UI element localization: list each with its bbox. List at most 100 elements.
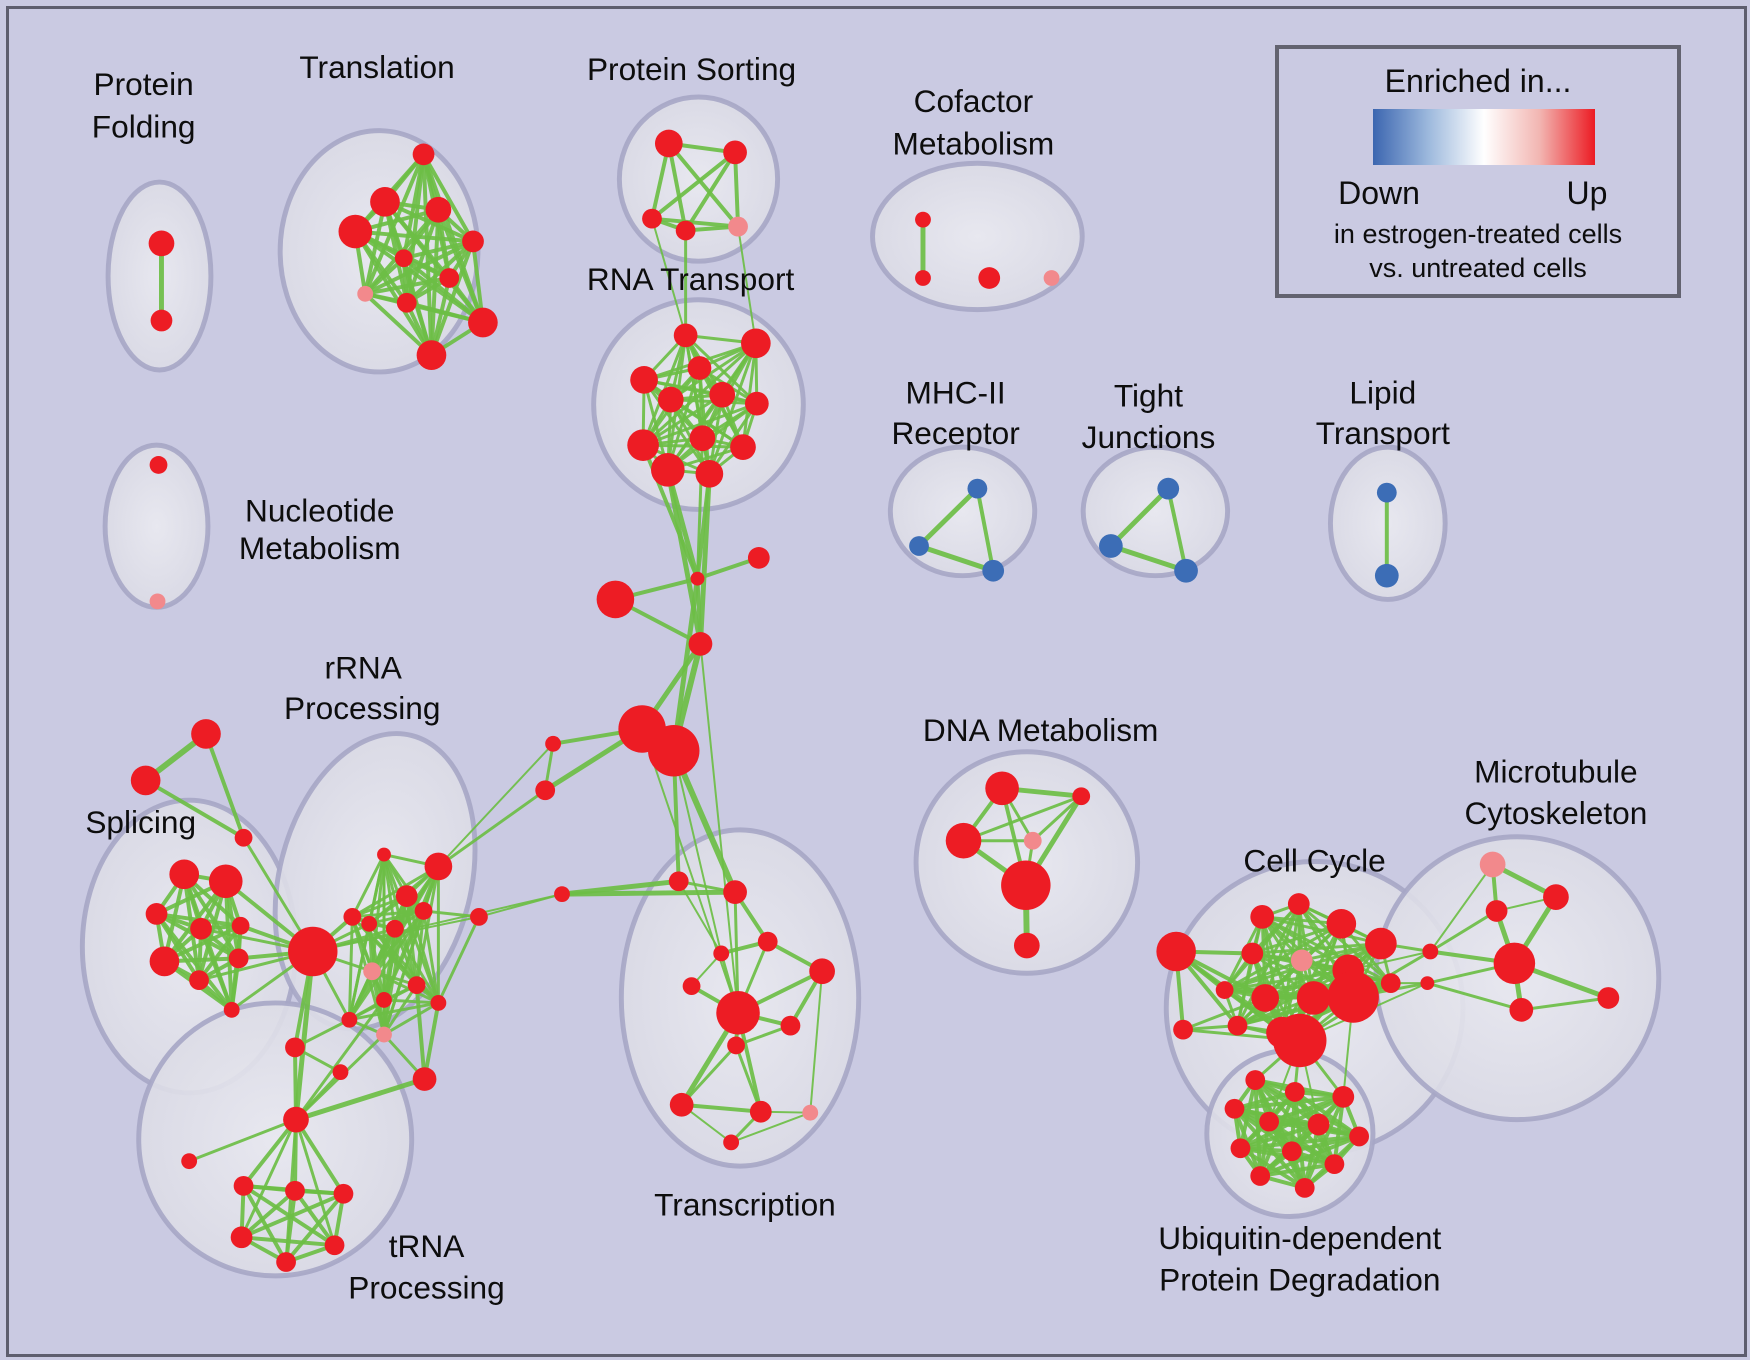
edge-tl2-tl9 — [436, 207, 485, 325]
cluster-protein-folding-label: Protein — [94, 66, 194, 102]
edge-r4-r8 — [415, 909, 426, 987]
node-mc0 — [1422, 943, 1439, 960]
node-cc10 — [1380, 973, 1401, 994]
node-d3 — [1023, 831, 1042, 850]
cluster-protein-folding-label: Folding — [92, 109, 196, 145]
edge-r13-r10 — [422, 1000, 441, 1082]
node-u2 — [1332, 1085, 1355, 1108]
node-d2 — [945, 822, 982, 859]
node-tl8 — [396, 292, 417, 313]
node-cc3 — [1365, 927, 1397, 960]
node-tc10 — [749, 1100, 772, 1123]
node-sp0 — [169, 859, 200, 890]
cluster-nucleotide-metabolism-label: Nucleotide — [245, 492, 394, 528]
node-r4 — [414, 902, 433, 920]
cluster-rna-transport-label: RNA Transport — [587, 261, 795, 297]
edge-d1-d3 — [1031, 794, 1083, 843]
node-cf3 — [1043, 270, 1060, 286]
edge-mc0-mt0 — [1429, 863, 1494, 953]
node-cf2 — [978, 267, 1001, 289]
edge-r5-r12 — [347, 922, 371, 1022]
node-cn2 — [596, 580, 635, 619]
edge-rt6-rt8 — [641, 402, 759, 447]
node-cc1 — [1287, 893, 1310, 915]
node-sp6 — [189, 970, 209, 991]
edge-r0-r1 — [350, 853, 386, 919]
edge-r2-r8 — [415, 864, 440, 987]
node-ps3 — [675, 220, 696, 241]
cluster-cofactor-metabolism-label: Cofactor — [914, 83, 1034, 119]
node-tcL — [554, 886, 570, 903]
edge-ps2-ps4 — [650, 216, 741, 229]
node-r3 — [395, 885, 418, 907]
edge-tl5-tl9 — [401, 256, 485, 325]
node-tl10 — [416, 340, 447, 370]
node-tc6 — [716, 991, 760, 1035]
node-tl9 — [468, 307, 498, 338]
cluster-transcription-label: Transcription — [654, 1187, 836, 1223]
network-svg: Protein Folding Translation Protein Sorting… — [79, 49, 1662, 1306]
edge-ps1-ps4 — [733, 150, 741, 229]
node-rt7 — [689, 425, 716, 452]
cluster-ubiquitin-degradation-label: Ubiquitin-dependent — [1158, 1220, 1441, 1256]
node-tc0 — [668, 871, 689, 892]
edge-r17-r2 — [436, 788, 547, 868]
node-st1 — [130, 765, 161, 796]
edge-ps1-ps3 — [683, 150, 738, 233]
node-r18 — [470, 907, 488, 926]
node-rt6 — [744, 391, 769, 416]
node-t3 — [230, 1226, 253, 1249]
node-cf1 — [915, 270, 931, 286]
node-d1 — [1072, 787, 1091, 806]
node-tj2 — [1174, 558, 1198, 583]
node-u1 — [1284, 1082, 1305, 1102]
edge-r13-th — [293, 1076, 428, 1123]
cluster-cofactor-metabolism-label: Metabolism — [893, 125, 1055, 161]
node-tc5 — [682, 977, 701, 996]
legend-subtitle-line2: vs. untreated cells — [1369, 253, 1587, 283]
edge-r6-r8 — [393, 927, 419, 987]
cluster-trna-processing-ellipse — [136, 1000, 415, 1279]
cluster-rrna-processing-label: Processing — [284, 690, 440, 726]
edge-r4-r11 — [382, 909, 426, 1037]
node-r11 — [376, 1026, 392, 1043]
edge-r5-r10 — [367, 922, 440, 1005]
node-rt3 — [630, 366, 658, 394]
edge-cc11-cc8 — [1181, 996, 1267, 1032]
node-tc1 — [723, 880, 747, 905]
edge-r0-r12 — [347, 915, 354, 1022]
node-u0 — [1245, 1070, 1266, 1090]
node-mt1 — [1543, 884, 1569, 910]
edge-ps4-rt1 — [737, 225, 757, 345]
node-r9 — [376, 992, 392, 1008]
node-ch — [288, 926, 338, 977]
cluster-mhc-ii-receptor-label: Receptor — [891, 415, 1019, 451]
node-r15 — [332, 1064, 349, 1081]
node-cn1 — [747, 547, 770, 569]
edge-r2-r16 — [437, 742, 555, 868]
edge-tl0-tl4 — [421, 152, 475, 244]
edge-r10-r12 — [347, 1001, 440, 1022]
edge-ps2-rt0 — [651, 217, 687, 337]
node-nm0 — [149, 456, 168, 474]
edge-rt3-rt11 — [642, 378, 711, 476]
edge-t1-t3 — [239, 1188, 297, 1240]
node-pf1 — [150, 309, 173, 332]
node-ti — [181, 1153, 198, 1170]
node-st0 — [191, 719, 221, 749]
node-u10 — [1250, 1166, 1271, 1186]
node-r6 — [385, 919, 404, 938]
edge-r6-r10 — [393, 927, 440, 1005]
node-cn0 — [690, 571, 705, 586]
edge-r18-r10 — [436, 915, 481, 1005]
node-r0 — [343, 907, 362, 926]
node-tc12 — [723, 1134, 740, 1151]
edge-r4-r12 — [347, 909, 426, 1022]
edge-rt0-rt6 — [684, 333, 759, 406]
node-tl3 — [338, 214, 373, 249]
node-tc8 — [727, 1036, 745, 1055]
edge-rt1-rt11 — [707, 341, 758, 476]
node-tc9 — [669, 1092, 694, 1117]
node-tj0 — [1157, 477, 1180, 500]
node-rt0 — [673, 323, 698, 348]
